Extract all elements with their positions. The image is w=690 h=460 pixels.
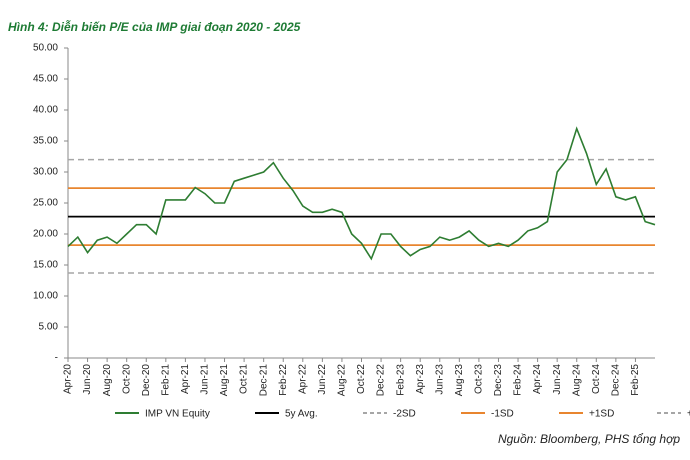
y-tick-label: 35.00: [33, 136, 58, 147]
x-tick-label: Apr-24: [532, 364, 543, 394]
x-tick-label: Feb-25: [630, 364, 641, 396]
y-tick-label: 30.00: [33, 167, 58, 178]
x-tick-label: Feb-22: [278, 364, 289, 396]
y-tick-label: 15.00: [33, 260, 58, 271]
x-tick-label: Jun-20: [82, 364, 93, 395]
source-note: Nguồn: Bloomberg, PHS tổng hợp: [498, 432, 680, 446]
x-tick-label: Dec-22: [376, 364, 387, 397]
y-tick-label: -: [55, 353, 58, 364]
x-tick-label: Jun-21: [200, 364, 211, 395]
x-tick-label: Jun-23: [434, 364, 445, 395]
y-tick-label: 45.00: [33, 74, 58, 85]
y-tick-label: 10.00: [33, 291, 58, 302]
x-tick-label: Oct-21: [239, 364, 250, 394]
x-tick-label: Oct-22: [356, 364, 367, 394]
y-tick-label: 40.00: [33, 105, 58, 116]
y-tick-label: 20.00: [33, 229, 58, 240]
x-tick-label: Feb-23: [395, 364, 406, 396]
chart-title: Hình 4: Diễn biến P/E của IMP giai đoạn …: [8, 19, 301, 34]
legend-label: IMP VN Equity: [145, 409, 210, 420]
legend-label: -2SD: [393, 409, 416, 420]
x-tick-label: Feb-24: [513, 364, 524, 396]
x-tick-label: Jun-22: [317, 364, 328, 395]
x-tick-label: Apr-23: [415, 364, 426, 394]
legend-label: -1SD: [491, 409, 514, 420]
x-tick-label: Dec-23: [493, 364, 504, 397]
data-line: [67, 126, 656, 261]
legend-label: +2SD: [687, 409, 690, 420]
x-tick-label: Aug-21: [219, 364, 230, 397]
y-tick-label: 5.00: [39, 322, 59, 333]
x-tick-label: Oct-23: [474, 364, 485, 394]
y-tick-label: 50.00: [33, 43, 58, 54]
x-tick-label: Oct-24: [591, 364, 602, 394]
x-tick-label: Aug-23: [454, 364, 465, 397]
x-tick-label: Apr-22: [297, 364, 308, 394]
x-tick-label: Dec-21: [258, 364, 269, 397]
y-tick-label: 25.00: [33, 198, 58, 209]
x-tick-label: Jun-24: [552, 364, 563, 395]
x-tick-label: Apr-21: [180, 364, 191, 394]
x-tick-label: Apr-20: [63, 364, 74, 394]
x-tick-label: Dec-20: [141, 364, 152, 397]
x-tick-label: Aug-20: [102, 364, 113, 397]
x-tick-label: Aug-22: [337, 364, 348, 397]
x-tick-label: Aug-24: [571, 364, 582, 397]
legend-label: +1SD: [589, 409, 614, 420]
x-tick-label: Feb-21: [160, 364, 171, 396]
x-tick-label: Oct-20: [121, 364, 132, 394]
legend-label: 5y Avg.: [285, 409, 318, 420]
x-tick-label: Dec-24: [611, 364, 622, 397]
